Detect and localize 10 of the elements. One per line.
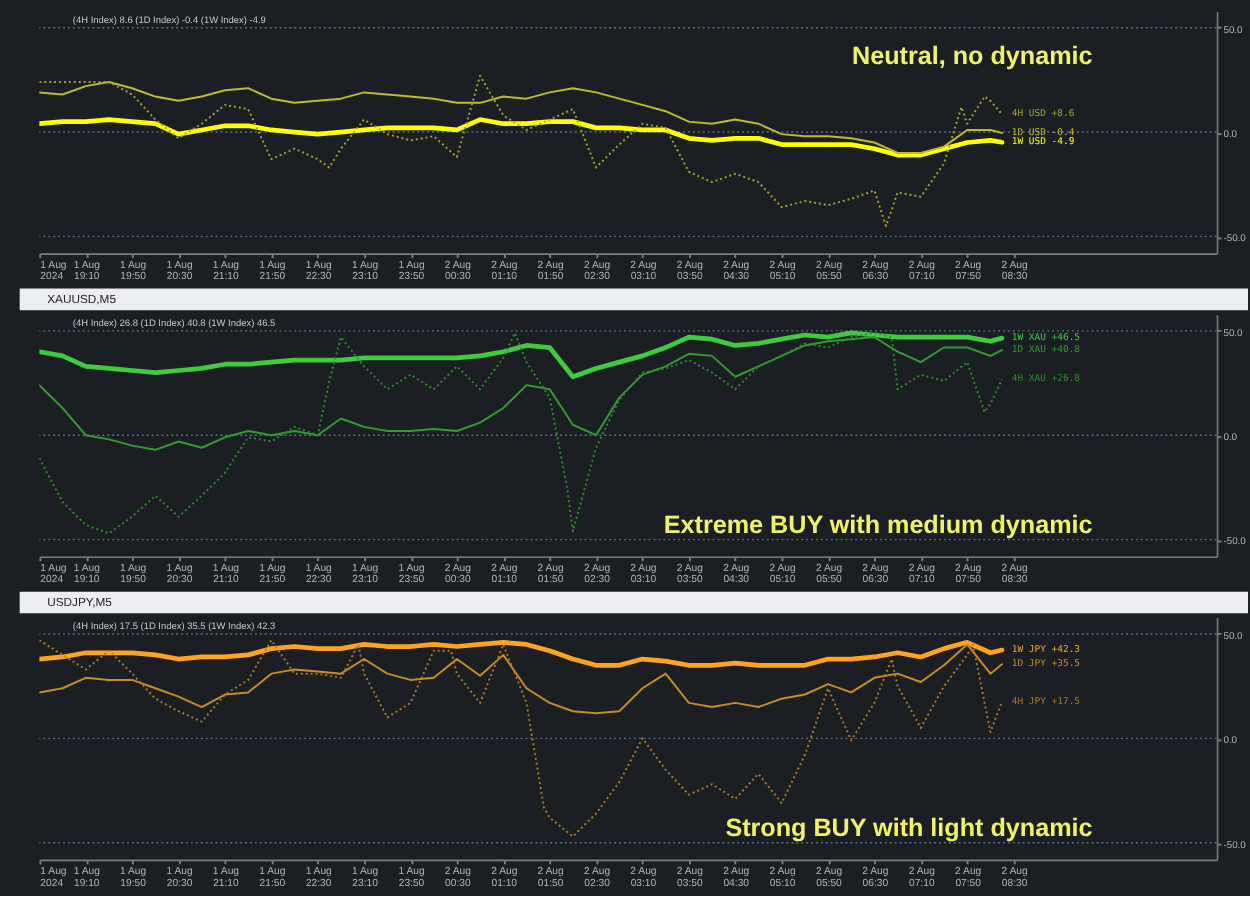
line-series [39,117,1005,158]
annotation: Neutral, no dynamic [852,42,1093,71]
line-series [39,336,1003,451]
line-series [39,80,1003,154]
line-series [39,643,1003,715]
line-series [39,639,1005,668]
line-series [39,74,1003,227]
annotation: Extreme BUY with medium dynamic [663,510,1093,539]
annotation: Strong BUY with light dynamic [725,813,1093,842]
line-series [39,330,1005,380]
